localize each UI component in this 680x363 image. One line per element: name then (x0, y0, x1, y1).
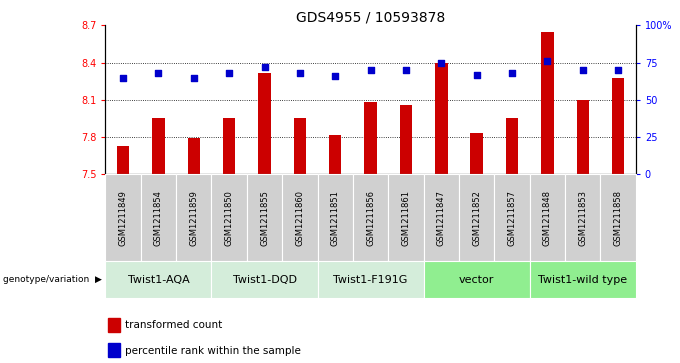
Point (542, 58, 553, 64)
Point (153, 70, 164, 76)
Point (507, 70, 517, 76)
Point (365, 67, 376, 73)
Text: GSM1211850: GSM1211850 (224, 190, 234, 246)
Bar (612, 78, 624, 174)
Point (188, 74, 199, 80)
Bar (105, 174, 141, 261)
Bar (577, 100, 589, 174)
Point (401, 67, 411, 73)
Text: GSM1211851: GSM1211851 (330, 190, 340, 246)
Bar (188, 138, 200, 174)
Text: GSM1211853: GSM1211853 (578, 190, 588, 246)
Bar (247, 174, 282, 261)
Point (436, 60, 447, 65)
Text: GSM1211860: GSM1211860 (295, 190, 305, 246)
Text: GSM1211857: GSM1211857 (507, 190, 517, 246)
Bar (152, 118, 165, 174)
Bar (294, 118, 306, 174)
Bar (494, 174, 530, 261)
Point (613, 67, 624, 73)
Bar (105, 261, 211, 298)
Text: GSM1211849: GSM1211849 (118, 190, 128, 246)
Bar (211, 261, 318, 298)
Bar (176, 174, 211, 261)
Point (330, 73, 341, 79)
Text: transformed count: transformed count (125, 320, 222, 330)
Bar (530, 174, 565, 261)
Text: vector: vector (459, 274, 494, 285)
Text: GSM1211859: GSM1211859 (189, 190, 199, 246)
Bar (223, 118, 235, 174)
Text: GSM1211856: GSM1211856 (366, 190, 375, 246)
Bar (541, 32, 554, 174)
Bar (424, 261, 530, 298)
Text: GSM1211858: GSM1211858 (613, 190, 623, 246)
Text: Twist1-F191G: Twist1-F191G (333, 274, 408, 285)
Bar (211, 174, 247, 261)
Text: GSM1211861: GSM1211861 (401, 190, 411, 246)
Point (118, 74, 129, 80)
Text: GSM1211855: GSM1211855 (260, 190, 269, 246)
Bar (364, 102, 377, 174)
Point (224, 70, 235, 76)
Bar (600, 174, 636, 261)
Bar (108, 318, 120, 332)
Text: GSM1211847: GSM1211847 (437, 190, 446, 246)
Bar (353, 174, 388, 261)
Bar (565, 174, 600, 261)
Bar (318, 261, 424, 298)
Point (577, 67, 588, 73)
Text: GSM1211848: GSM1211848 (543, 190, 552, 246)
Text: Twist1-DQD: Twist1-DQD (233, 274, 296, 285)
Bar (258, 73, 271, 174)
Bar (388, 174, 424, 261)
Text: Twist1-AQA: Twist1-AQA (128, 274, 189, 285)
Text: genotype/variation  ▶: genotype/variation ▶ (3, 275, 102, 284)
Bar (108, 343, 120, 357)
Title: GDS4955 / 10593878: GDS4955 / 10593878 (296, 10, 445, 24)
Bar (282, 174, 318, 261)
Bar (117, 146, 129, 174)
Bar (506, 118, 518, 174)
Bar (400, 105, 412, 174)
Bar (329, 135, 341, 174)
Bar (318, 174, 353, 261)
Bar (141, 174, 176, 261)
Bar (471, 133, 483, 174)
Bar (424, 174, 459, 261)
Bar (435, 62, 447, 174)
Bar (459, 174, 494, 261)
Point (259, 64, 270, 70)
Text: percentile rank within the sample: percentile rank within the sample (125, 346, 301, 356)
Point (471, 72, 482, 77)
Text: Twist1-wild type: Twist1-wild type (538, 274, 628, 285)
Text: GSM1211854: GSM1211854 (154, 190, 163, 246)
Text: GSM1211852: GSM1211852 (472, 190, 481, 246)
Bar (530, 261, 636, 298)
Point (294, 70, 305, 76)
